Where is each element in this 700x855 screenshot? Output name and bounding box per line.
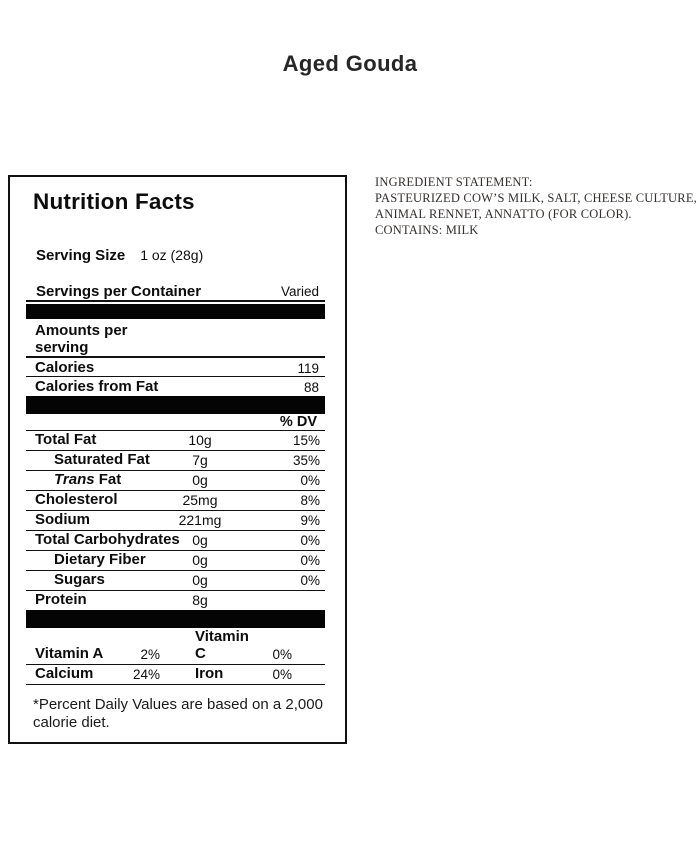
nutrient-amount: 0g: [192, 471, 208, 488]
nutrient-label-italic: Trans: [54, 470, 95, 488]
divider-bar-middle: [26, 395, 325, 414]
nutrient-amount: 0g: [192, 551, 208, 568]
calories-label: Calories: [35, 359, 95, 376]
nutrient-label: Fat: [94, 470, 122, 488]
percent-dv-header: % DV: [26, 414, 325, 431]
serving-size-value: 1 oz (28g): [140, 247, 204, 263]
nutrient-row-dietary-fiber: Dietary Fiber 0g 0%: [26, 551, 325, 571]
nutrient-dv: 0%: [300, 532, 320, 548]
nutrient-row-sugars: Sugars 0g 0%: [26, 571, 325, 591]
nutrient-dv: 35%: [292, 452, 320, 468]
nutrient-row-saturated-fat: Saturated Fat 7g 35%: [26, 451, 325, 471]
page-title: Aged Gouda: [282, 51, 418, 76]
vitamin-a-value: 2%: [140, 647, 160, 662]
servings-per-container-label: Servings per Container: [36, 283, 202, 300]
nutrient-label: Sugars: [54, 570, 105, 588]
iron-label: Iron: [195, 665, 224, 682]
calories-from-fat-row: Calories from Fat 88: [26, 377, 325, 396]
nutrient-row-trans-fat: Trans Fat 0g 0%: [26, 471, 325, 491]
daily-values-footnote: *Percent Daily Values are based on a 2,0…: [33, 696, 323, 731]
calcium-value: 24%: [132, 667, 160, 682]
serving-size-row: Serving Size 1 oz (28g): [26, 247, 325, 266]
calories-value: 119: [297, 361, 319, 376]
nutrient-dv: 0%: [300, 572, 320, 588]
nutrition-facts-panel: Nutrition Facts Serving Size 1 oz (28g) …: [8, 175, 347, 744]
nutrient-row-cholesterol: Cholesterol 25mg 8%: [26, 491, 325, 511]
nutrient-dv: 9%: [300, 512, 320, 528]
calories-from-fat-value: 88: [303, 380, 319, 395]
nutrient-amount: 221mg: [178, 511, 222, 528]
amounts-per-serving-label: Amounts per serving: [26, 319, 325, 358]
calcium-label: Calcium: [35, 665, 94, 682]
serving-size-label: Serving Size: [36, 247, 126, 264]
nutrient-dv: 0%: [300, 552, 320, 568]
iron-value: 0%: [272, 667, 292, 682]
nutrient-amount: 0g: [192, 571, 208, 588]
vitamin-row-a-c: Vitamin A 2% Vitamin C 0%: [26, 628, 325, 665]
nutrient-dv: 15%: [292, 432, 320, 448]
nutrient-label: Dietary Fiber: [54, 550, 146, 568]
nutrient-dv: 8%: [300, 492, 320, 508]
nutrition-facts-heading: Nutrition Facts: [33, 189, 195, 214]
divider-bar-bottom: [26, 609, 325, 628]
nutrient-label: Protein: [35, 590, 87, 608]
nutrient-row-protein: Protein 8g: [26, 591, 325, 610]
nutrient-amount: 8g: [192, 591, 208, 608]
nutrient-amount: 7g: [192, 451, 208, 468]
nutrient-amount: 0g: [192, 531, 208, 548]
vitamin-c-value: 0%: [272, 647, 292, 662]
nutrient-label: Cholesterol: [35, 490, 118, 508]
nutrient-row-sodium: Sodium 221mg 9%: [26, 511, 325, 531]
nutrient-label: Total Fat: [35, 430, 97, 448]
calories-row: Calories 119: [26, 358, 325, 377]
servings-per-container-value: Varied: [280, 284, 319, 299]
nutrient-amount: 25mg: [182, 491, 218, 508]
nutrient-row-total-carbohydrates: Total Carbohydrates 0g 0%: [26, 531, 325, 551]
calories-from-fat-label: Calories from Fat: [35, 378, 159, 395]
nutrient-label: Saturated Fat: [54, 450, 150, 468]
divider-bar-top: [26, 304, 325, 319]
nutrient-label: Sodium: [35, 510, 90, 528]
nutrition-panel-content: Nutrition Facts Serving Size 1 oz (28g) …: [10, 189, 345, 754]
nutrient-amount: 10g: [188, 431, 212, 448]
nutrient-dv: 0%: [300, 472, 320, 488]
servings-per-container-row: Servings per Container Varied: [26, 283, 325, 302]
vitamin-row-calcium-iron: Calcium 24% Iron 0%: [26, 665, 325, 685]
nutrient-row-total-fat: Total Fat 10g 15%: [26, 431, 325, 451]
vitamin-c-label: Vitamin C: [195, 628, 249, 662]
vitamin-a-label: Vitamin A: [35, 645, 104, 662]
ingredient-statement: INGREDIENT STATEMENT: PASTEURIZED COW’S …: [375, 175, 697, 237]
nutrient-label: Total Carbohydrates: [35, 530, 180, 548]
